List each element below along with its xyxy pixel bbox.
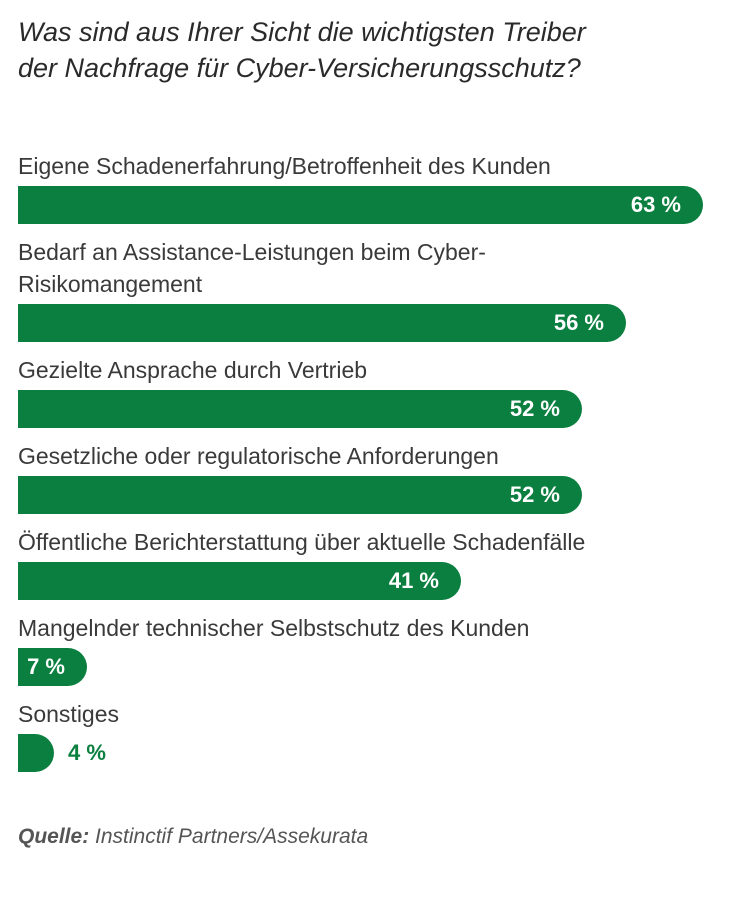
source-note: Quelle: Instinctif Partners/Assekurata — [18, 825, 368, 849]
category-label: Sonstiges — [18, 698, 718, 730]
value-label: 63 % — [630, 192, 681, 217]
category-label-line: Gesetzliche oder regulatorische Anforder… — [18, 443, 499, 469]
bar — [18, 476, 582, 514]
value-label: 52 % — [509, 396, 560, 421]
value-label: 52 % — [509, 482, 560, 507]
category-label: Öffentliche Berichterstattung über aktue… — [18, 526, 718, 558]
category-label: Mangelnder technischer Selbstschutz des … — [18, 612, 718, 644]
bar — [18, 186, 703, 224]
source-label: Quelle: — [18, 825, 90, 848]
category-label: Bedarf an Assistance-Leistungen beim Cyb… — [18, 236, 718, 300]
category-label-line: Bedarf an Assistance-Leistungen beim Cyb… — [18, 239, 486, 265]
bar — [18, 304, 626, 342]
category-label: Gezielte Ansprache durch Vertrieb — [18, 354, 718, 386]
category-label-line: Sonstiges — [18, 701, 120, 727]
category-label-line: Risikomangement — [18, 271, 203, 297]
title-line-2: der Nachfrage für Cyber-Versicherungssch… — [18, 53, 581, 83]
value-label: 41 % — [388, 568, 439, 593]
category-label-line: Gezielte Ansprache durch Vertrieb — [18, 357, 368, 383]
bar — [18, 562, 461, 600]
bar — [18, 390, 582, 428]
category-label: Eigene Schadenerfahrung/Betroffenheit de… — [18, 150, 718, 182]
bar — [18, 734, 54, 772]
category-label-line: Eigene Schadenerfahrung/Betroffenheit de… — [18, 153, 551, 179]
value-label: 4 % — [68, 740, 106, 765]
source-text: Instinctif Partners/Assekurata — [95, 825, 369, 848]
chart-title: Was sind aus Ihrer Sicht die wichtigsten… — [18, 14, 728, 86]
category-label: Gesetzliche oder regulatorische Anforder… — [18, 440, 718, 472]
value-label: 56 % — [553, 310, 604, 335]
title-line-1: Was sind aus Ihrer Sicht die wichtigsten… — [18, 17, 586, 47]
category-label-line: Mangelnder technischer Selbstschutz des … — [18, 615, 530, 641]
bar — [18, 648, 87, 686]
value-label: 7 % — [27, 654, 65, 679]
category-label-line: Öffentliche Berichterstattung über aktue… — [18, 529, 586, 555]
